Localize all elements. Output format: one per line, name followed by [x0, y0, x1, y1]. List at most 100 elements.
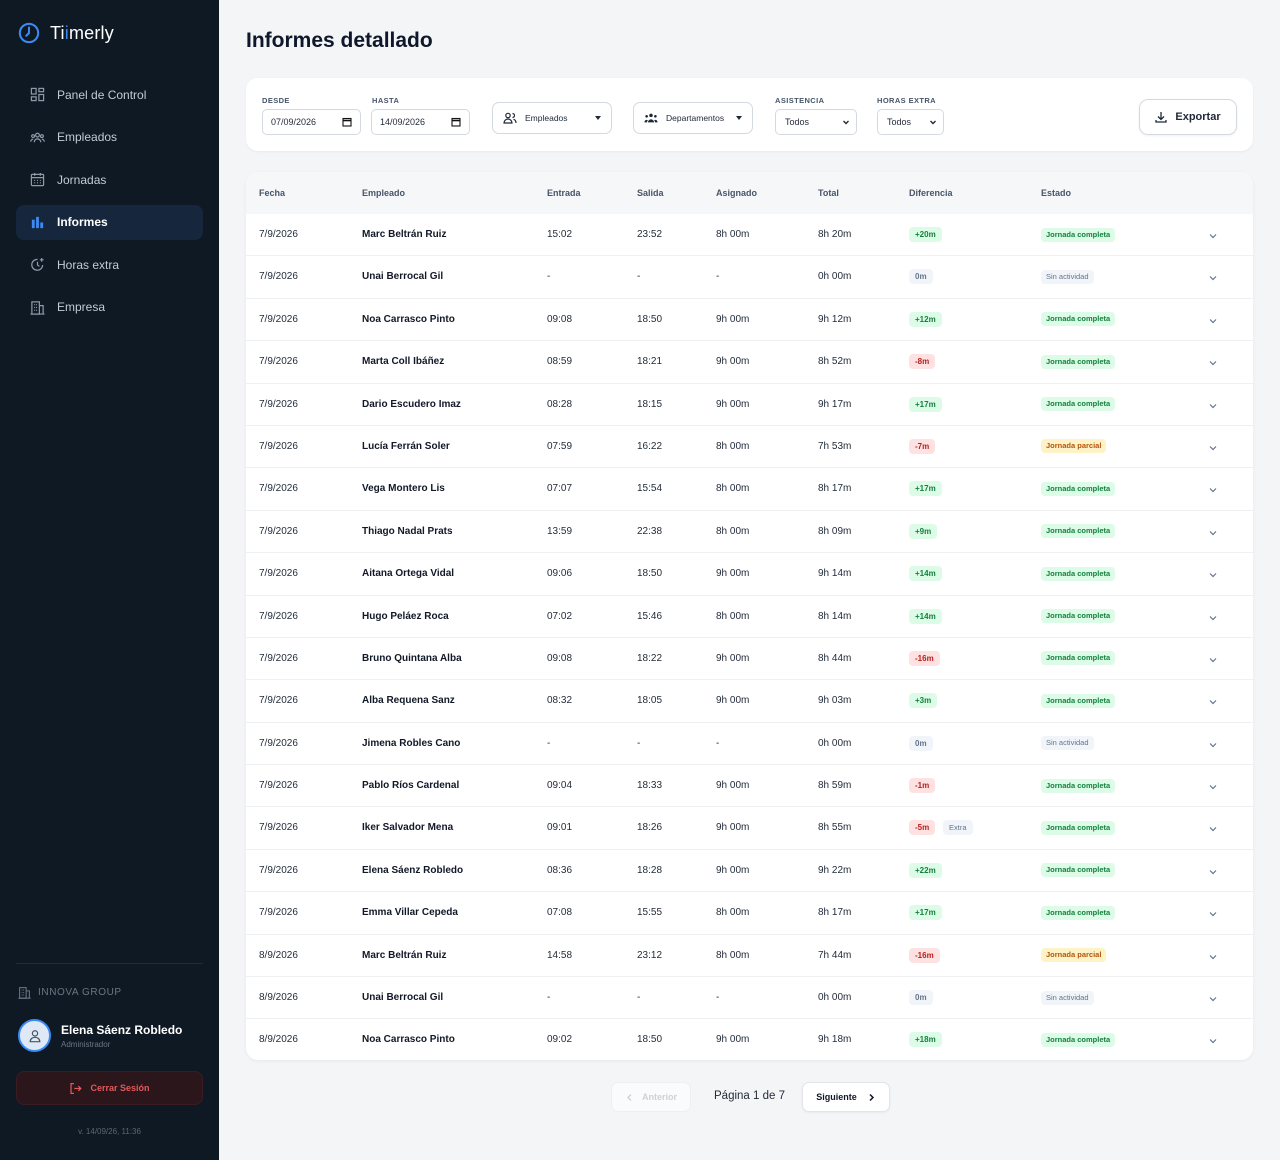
expand-row-button[interactable]	[1208, 779, 1218, 790]
sidebar: Tiimerly Panel de Control Empleados Jorn…	[0, 0, 219, 1160]
user-group-icon	[503, 112, 517, 124]
logout-button[interactable]: Cerrar Sesión	[16, 1071, 203, 1105]
expand-row-button[interactable]	[1208, 906, 1218, 917]
status-badge: Sin actividad	[1041, 269, 1094, 284]
table-row[interactable]: 7/9/2026 Unai Berrocal Gil - - - 0h 00m 0m Sin …	[246, 256, 1253, 299]
sidebar-item-horas-extra[interactable]: Horas extra	[16, 247, 203, 282]
table-row[interactable]: 7/9/2026 Marc Beltrán Ruiz 15:02 23:52 8h 00…	[246, 214, 1253, 257]
expand-row-button[interactable]	[1208, 949, 1218, 959]
cell-total: 8h 09m	[818, 525, 852, 537]
table-row[interactable]: 7/9/2026 Alba Requena Sanz 08:32 18:05 9h 00…	[246, 680, 1253, 723]
expand-row-button[interactable]	[1208, 652, 1218, 663]
column-header-salida[interactable]: Salida	[637, 188, 664, 198]
table-row[interactable]: 7/9/2026 Iker Salvador Mena 09:01 18:26 9h 0…	[246, 807, 1253, 850]
export-label: Exportar	[1175, 111, 1221, 123]
table-row[interactable]: 8/9/2026 Marc Beltrán Ruiz 14:58 23:12 8h 00…	[246, 935, 1253, 978]
table-row[interactable]: 7/9/2026 Dario Escudero Imaz 08:28 18:15 9h …	[246, 384, 1253, 426]
departments-dropdown[interactable]: Departamentos	[633, 102, 753, 134]
employees-dropdown[interactable]: Empleados	[492, 102, 612, 134]
users-icon	[644, 113, 658, 123]
table-row[interactable]: 7/9/2026 Thiago Nadal Prats 13:59 22:38 8h 0…	[246, 511, 1253, 554]
expand-row-button[interactable]	[1208, 737, 1218, 748]
user-icon	[29, 1029, 40, 1042]
table-row[interactable]: 7/9/2026 Bruno Quintana Alba 09:08 18:22 9h …	[246, 638, 1253, 681]
cell-employee: Emma Villar Cepeda	[362, 907, 458, 919]
cell-assigned: -	[716, 271, 720, 283]
cell-employee: Marta Coll Ibáñez	[362, 356, 445, 368]
cell-entry: 07:02	[547, 610, 573, 622]
table-row[interactable]: 8/9/2026 Noa Carrasco Pinto 09:02 18:50 9h 0…	[246, 1019, 1253, 1060]
expand-row-button[interactable]	[1208, 313, 1218, 324]
sidebar-divider	[16, 963, 203, 964]
attendance-select[interactable]: Todos	[775, 109, 857, 135]
expand-row-button[interactable]	[1208, 398, 1218, 408]
table-row[interactable]: 7/9/2026 Emma Villar Cepeda 07:08 15:55 8h 0…	[246, 892, 1253, 935]
column-header-asignado[interactable]: Asignado	[716, 188, 758, 198]
previous-page-button[interactable]: Anterior	[611, 1082, 691, 1112]
cell-exit: 18:21	[637, 356, 663, 368]
next-page-button[interactable]: Siguiente	[802, 1082, 890, 1112]
table-row[interactable]: 7/9/2026 Aitana Ortega Vidal 09:06 18:50 9h …	[246, 553, 1253, 596]
chevron-down-icon	[1209, 573, 1217, 578]
column-header-total[interactable]: Total	[818, 188, 839, 198]
expand-row-button[interactable]	[1208, 991, 1218, 1002]
cell-date: 7/9/2026	[259, 780, 298, 792]
column-header-fecha[interactable]: Fecha	[259, 188, 286, 198]
expand-row-button[interactable]	[1208, 228, 1218, 239]
difference-badge: +17m	[909, 396, 942, 412]
table-row[interactable]: 7/9/2026 Noa Carrasco Pinto 09:08 18:50 9h 0…	[246, 299, 1253, 342]
from-date-input[interactable]: 07/09/2026	[262, 109, 361, 135]
app-logo[interactable]: Tiimerly	[18, 22, 114, 44]
cell-assigned: 9h 00m	[716, 822, 750, 834]
sidebar-item-jornadas[interactable]: Jornadas	[16, 162, 203, 197]
clock-logo-icon	[18, 22, 40, 44]
expand-row-button[interactable]	[1208, 270, 1218, 281]
extra-badge: Extra	[943, 820, 973, 836]
to-date-input[interactable]: 14/09/2026	[371, 109, 470, 135]
sidebar-item-informes[interactable]: Informes	[16, 204, 203, 240]
cell-date: 7/9/2026	[259, 652, 298, 664]
table-row[interactable]: 7/9/2026 Hugo Peláez Roca 07:02 15:46 8h 00m…	[246, 596, 1253, 638]
cell-date: 7/9/2026	[259, 695, 298, 707]
cell-assigned: 8h 00m	[716, 440, 750, 452]
expand-row-button[interactable]	[1208, 567, 1218, 578]
expand-row-button[interactable]	[1208, 525, 1218, 536]
expand-row-button[interactable]	[1208, 1033, 1218, 1044]
user-profile[interactable]: Elena Sáenz Robledo Administrador	[18, 1019, 182, 1052]
overtime-select[interactable]: Todos	[877, 109, 944, 135]
cell-exit: 18:50	[637, 313, 663, 325]
column-header-entrada[interactable]: Entrada	[547, 188, 581, 198]
export-button[interactable]: Exportar	[1139, 99, 1237, 135]
table-row[interactable]: 7/9/2026 Vega Montero Lis 07:07 15:54 8h 00m…	[246, 468, 1253, 511]
column-header-empleado[interactable]: Empleado	[362, 188, 406, 198]
expand-row-button[interactable]	[1208, 440, 1218, 451]
cell-entry: 15:02	[547, 229, 573, 240]
cell-employee: Elena Sáenz Robledo	[362, 864, 464, 876]
expand-row-button[interactable]	[1208, 821, 1218, 832]
cell-date: 7/9/2026	[259, 737, 298, 749]
table-row[interactable]: 7/9/2026 Elena Sáenz Robledo 08:36 18:28 9h …	[246, 850, 1253, 893]
expand-row-button[interactable]	[1208, 610, 1218, 620]
expand-row-button[interactable]	[1208, 864, 1218, 875]
expand-row-button[interactable]	[1208, 355, 1218, 366]
sidebar-item-panel-de-control[interactable]: Panel de Control	[16, 77, 203, 112]
chevron-left-icon	[626, 1093, 632, 1101]
sidebar-item-empleados[interactable]: Empleados	[16, 120, 203, 155]
expand-row-button[interactable]	[1208, 482, 1218, 493]
table-row[interactable]: 7/9/2026 Pablo Ríos Cardenal 09:04 18:33 9h …	[246, 765, 1253, 808]
cell-employee: Marc Beltrán Ruiz	[362, 949, 447, 961]
calendar-icon	[30, 173, 45, 187]
cell-assigned: 8h 00m	[716, 907, 750, 919]
table-row[interactable]: 8/9/2026 Unai Berrocal Gil - - - 0h 00m 0m Sin …	[246, 977, 1253, 1020]
table-row[interactable]: 7/9/2026 Marta Coll Ibáñez 08:59 18:21 9h 00…	[246, 341, 1253, 384]
cell-assigned: 9h 00m	[716, 652, 750, 664]
column-header-diferencia[interactable]: Diferencia	[909, 188, 953, 198]
column-header-estado[interactable]: Estado	[1041, 188, 1072, 198]
table-row[interactable]: 7/9/2026 Lucía Ferrán Soler 07:59 16:22 8h 0…	[246, 426, 1253, 469]
overtime-label: HORAS EXTRA	[877, 96, 936, 105]
sidebar-item-empresa[interactable]: Empresa	[16, 290, 203, 325]
expand-row-button[interactable]	[1208, 694, 1218, 705]
table-row[interactable]: 7/9/2026 Jimena Robles Cano - - - 0h 00m 0m Sin…	[246, 723, 1253, 766]
cell-employee: Noa Carrasco Pinto	[362, 1034, 455, 1046]
chevron-down-icon	[1209, 827, 1217, 832]
